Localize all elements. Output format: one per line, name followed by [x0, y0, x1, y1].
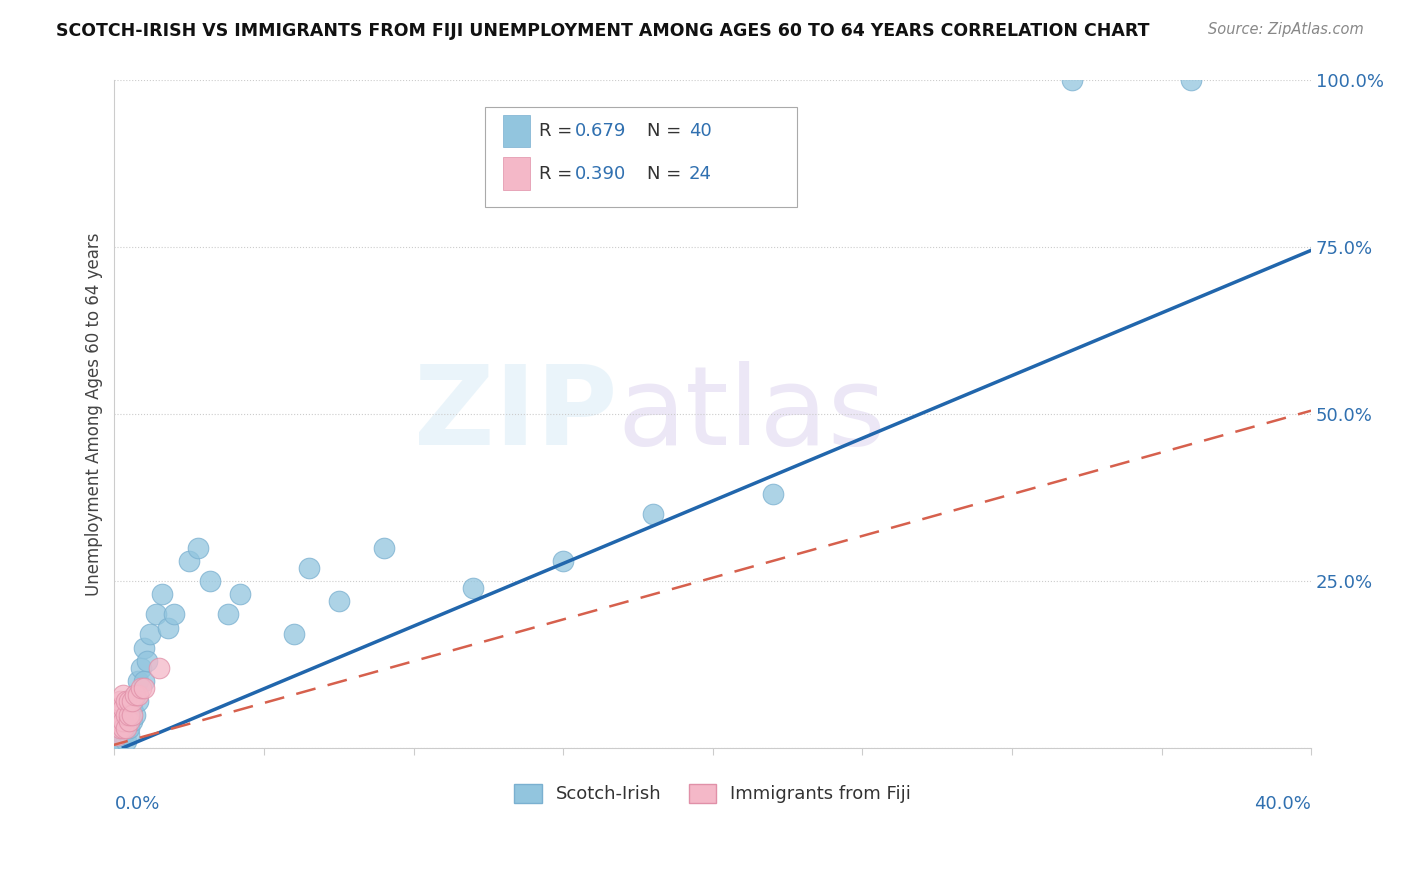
Point — [107, 728, 129, 742]
Point — [124, 707, 146, 722]
Text: 0.679: 0.679 — [575, 122, 627, 140]
Bar — [503, 158, 530, 189]
Point — [145, 607, 167, 622]
Point — [157, 621, 180, 635]
Point — [136, 654, 159, 668]
Point — [115, 694, 138, 708]
Text: R =: R = — [540, 122, 578, 140]
Point — [328, 594, 350, 608]
Point — [283, 627, 305, 641]
Point — [110, 734, 132, 748]
Point — [107, 701, 129, 715]
Point — [134, 681, 156, 695]
Point — [148, 661, 170, 675]
Point — [115, 707, 138, 722]
Point — [121, 694, 143, 708]
Point — [107, 714, 129, 729]
Point — [110, 721, 132, 735]
Text: 40: 40 — [689, 122, 711, 140]
Point — [110, 721, 132, 735]
Point — [198, 574, 221, 588]
Point — [118, 694, 141, 708]
Point — [115, 714, 138, 729]
Point — [118, 707, 141, 722]
Point — [121, 707, 143, 722]
Text: Source: ZipAtlas.com: Source: ZipAtlas.com — [1208, 22, 1364, 37]
Point — [134, 674, 156, 689]
Point — [761, 487, 783, 501]
Point — [110, 694, 132, 708]
Point — [124, 688, 146, 702]
Point — [115, 734, 138, 748]
Point — [641, 507, 664, 521]
Point — [112, 728, 135, 742]
Text: 0.0%: 0.0% — [114, 795, 160, 813]
Text: atlas: atlas — [617, 360, 886, 467]
Point — [124, 688, 146, 702]
Point — [131, 661, 153, 675]
Text: 0.390: 0.390 — [575, 164, 627, 183]
Point — [121, 714, 143, 729]
Text: SCOTCH-IRISH VS IMMIGRANTS FROM FIJI UNEMPLOYMENT AMONG AGES 60 TO 64 YEARS CORR: SCOTCH-IRISH VS IMMIGRANTS FROM FIJI UNE… — [56, 22, 1150, 40]
Point — [163, 607, 186, 622]
Point — [112, 714, 135, 729]
Text: 24: 24 — [689, 164, 711, 183]
Point — [121, 701, 143, 715]
Text: N =: N = — [647, 164, 688, 183]
Point — [553, 554, 575, 568]
Point — [127, 688, 149, 702]
Point — [463, 581, 485, 595]
Point — [373, 541, 395, 555]
Y-axis label: Unemployment Among Ages 60 to 64 years: Unemployment Among Ages 60 to 64 years — [86, 232, 103, 596]
FancyBboxPatch shape — [485, 107, 797, 207]
Point — [139, 627, 162, 641]
Point — [110, 714, 132, 729]
Point — [127, 674, 149, 689]
Text: ZIP: ZIP — [413, 360, 617, 467]
Point — [110, 707, 132, 722]
Point — [131, 681, 153, 695]
Point — [107, 728, 129, 742]
Point — [1060, 73, 1083, 87]
Point — [118, 728, 141, 742]
Point — [118, 721, 141, 735]
Point — [217, 607, 239, 622]
Point — [187, 541, 209, 555]
Point — [115, 721, 138, 735]
Point — [112, 701, 135, 715]
Point — [1180, 73, 1202, 87]
Point — [112, 688, 135, 702]
Text: R =: R = — [540, 164, 578, 183]
Text: 40.0%: 40.0% — [1254, 795, 1312, 813]
Text: N =: N = — [647, 122, 688, 140]
Point — [179, 554, 201, 568]
Point — [134, 640, 156, 655]
Point — [107, 734, 129, 748]
Point — [127, 694, 149, 708]
Point — [298, 560, 321, 574]
Legend: Scotch-Irish, Immigrants from Fiji: Scotch-Irish, Immigrants from Fiji — [505, 775, 920, 813]
Point — [150, 587, 173, 601]
Point — [112, 707, 135, 722]
Bar — [503, 115, 530, 147]
Point — [229, 587, 252, 601]
Point — [112, 721, 135, 735]
Point — [118, 714, 141, 729]
